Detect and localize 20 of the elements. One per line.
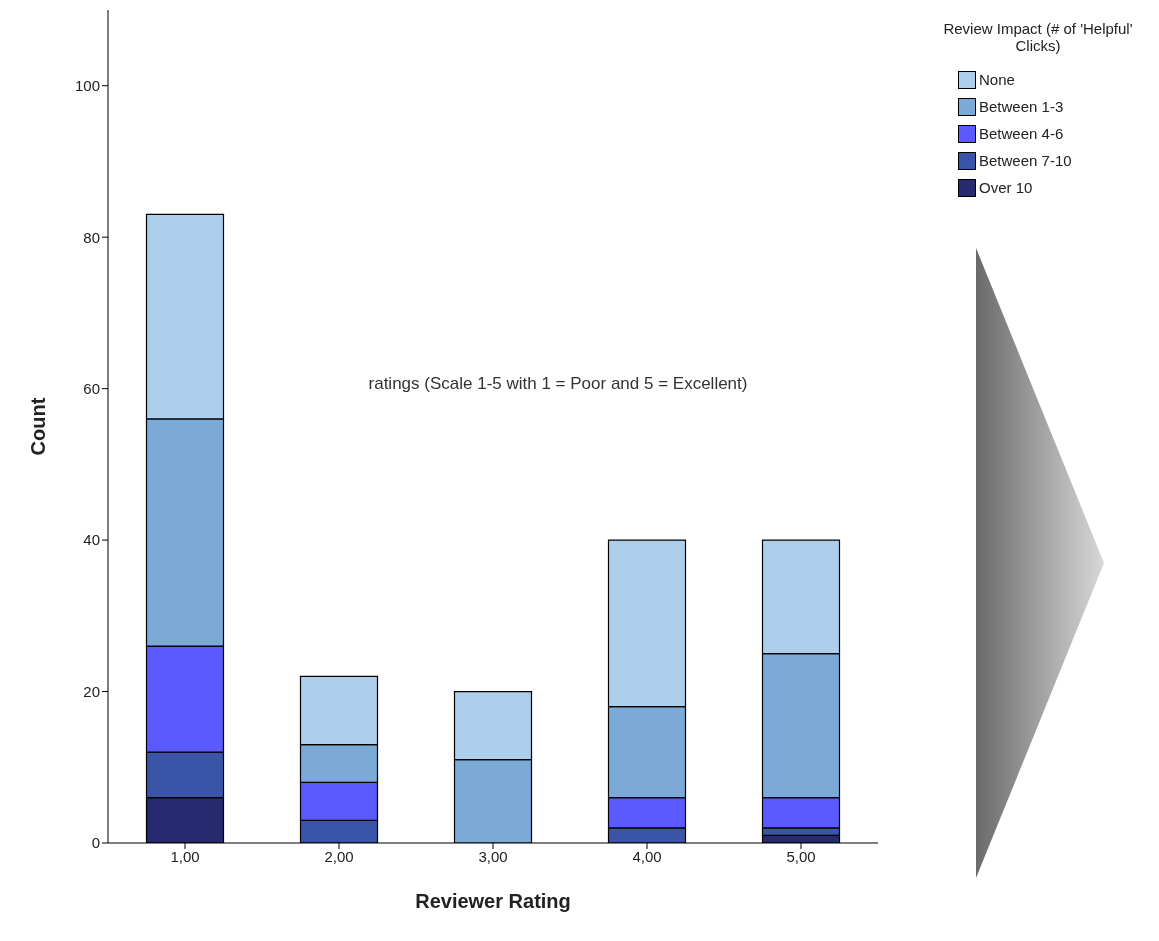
legend-label: Between 1-3 — [979, 98, 1064, 115]
legend-label: Between 7-10 — [979, 152, 1072, 169]
legend-label: None — [979, 71, 1015, 88]
y-tick-label: 100 — [74, 77, 100, 95]
x-tick-label: 4,00 — [632, 847, 662, 865]
y-tick-label: 40 — [83, 531, 100, 549]
x-tick-label: 3,00 — [478, 847, 508, 865]
x-axis-title: Reviewer Rating — [415, 890, 571, 912]
y-tick-label: 80 — [83, 228, 100, 246]
legend-label: Over 10 — [979, 179, 1033, 196]
x-tick-label: 1,00 — [170, 847, 200, 865]
x-tick-label: 2,00 — [324, 847, 354, 865]
x-tick-label: 5,00 — [786, 847, 816, 865]
y-axis-title: Count — [27, 397, 50, 456]
legend-title: Review Impact (# of 'Helpful' Clicks) — [942, 20, 1134, 54]
y-tick-label: 20 — [83, 682, 100, 700]
y-tick-label: 0 — [91, 834, 100, 852]
y-tick-label: 60 — [83, 379, 100, 397]
annotation: ratings (Scale 1-5 with 1 = Poor and 5 = Excellent) — [367, 373, 749, 395]
legend-label: Between 4-6 — [979, 125, 1064, 142]
